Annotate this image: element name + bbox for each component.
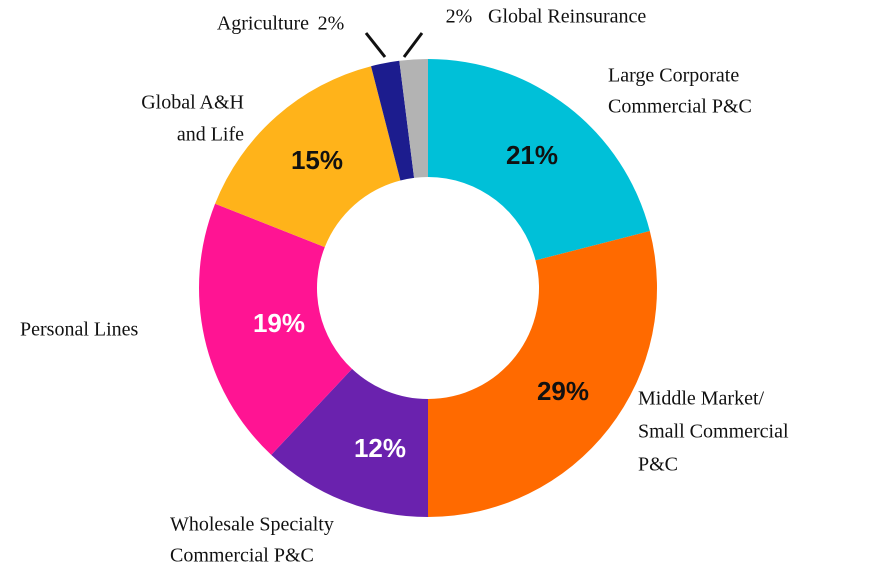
value-label: 2%: [446, 6, 473, 28]
slice-name: Commercial P&C: [608, 96, 752, 118]
value-label: 15%: [291, 145, 343, 175]
donut-slice: [428, 231, 658, 517]
leader-line: [402, 32, 424, 58]
slice-name: Global A&H: [141, 92, 244, 114]
leader-line: [364, 32, 387, 58]
value-label: 2%: [318, 13, 345, 35]
slice-name: Wholesale Specialty: [170, 514, 334, 536]
slice-name: Commercial P&C: [170, 545, 314, 567]
slice-name: Small Commercial: [638, 421, 789, 443]
slice-name: P&C: [638, 454, 678, 476]
donut-slice: [271, 368, 428, 517]
donut-slice: [399, 59, 428, 178]
donut-slice: [428, 59, 650, 261]
slice-name: Large Corporate: [608, 65, 739, 87]
slice-name: Agriculture: [217, 13, 309, 35]
slice-name: and Life: [177, 124, 244, 146]
slice-name: Middle Market/: [638, 388, 765, 410]
slice-name: Global Reinsurance: [488, 6, 646, 28]
donut-slice: [199, 203, 353, 455]
donut-slice: [371, 60, 415, 181]
value-label: 29%: [537, 376, 589, 406]
value-label: 12%: [354, 433, 406, 463]
value-label: 19%: [253, 308, 305, 338]
slice-name: Personal Lines: [20, 319, 139, 341]
value-label: 21%: [506, 140, 558, 170]
donut-slice: [215, 66, 401, 248]
